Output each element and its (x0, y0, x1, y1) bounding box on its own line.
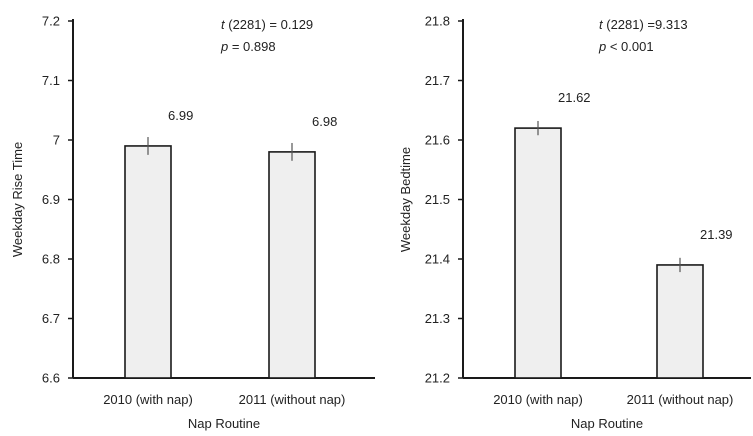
bed-y-tick-label: 21.6 (425, 133, 450, 148)
bed-category-label-2: 2011 (without nap) (627, 392, 734, 407)
rise-data-label-2: 6.98 (312, 114, 337, 129)
rise-p-value: p = 0.898 (220, 39, 276, 54)
rise-bar-1 (124, 145, 172, 379)
bed-y-tick-label: 21.8 (425, 14, 450, 29)
rise-y-tick-label: 6.9 (42, 192, 60, 207)
rise-category-label-2: 2011 (without nap) (239, 392, 346, 407)
rise-y-tick-label: 6.7 (42, 311, 60, 326)
rise-y-tick-label: 7.2 (42, 14, 60, 29)
rise-y-tick-label: 7.1 (42, 73, 60, 88)
bed-y-axis-title: Weekday Bedtime (398, 147, 413, 252)
bed-data-label-2: 21.39 (700, 227, 733, 242)
rise-bar-2 (268, 151, 316, 379)
rise-y-axis-title: Weekday Rise Time (10, 142, 25, 257)
rise-y-tick-label: 6.8 (42, 252, 60, 267)
bed-y-tick-label: 21.7 (425, 73, 450, 88)
rise-data-label-1: 6.99 (168, 108, 193, 123)
rise-y-tick-label: 6.6 (42, 371, 60, 386)
bed-category-label-1: 2010 (with nap) (493, 392, 583, 407)
bed-bar-2 (656, 264, 704, 379)
bed-bar-1 (514, 127, 562, 379)
bedtime-panel: 21.2 21.3 21.4 21.5 21.6 21.7 21.8 21.62 2010 (w… (398, 14, 751, 431)
rise-category-label-1: 2010 (with nap) (103, 392, 193, 407)
bed-y-tick-label: 21.3 (425, 311, 450, 326)
bed-p-value: p < 0.001 (598, 39, 654, 54)
bed-t-statistic: t (2281) =9.313 (599, 17, 688, 32)
rise-y-tick-label: 7 (53, 133, 60, 148)
bed-data-label-1: 21.62 (558, 90, 591, 105)
bed-x-axis-title: Nap Routine (571, 416, 643, 431)
rise-t-statistic: t (2281) = 0.129 (221, 17, 313, 32)
bed-y-tick-label: 21.4 (425, 252, 450, 267)
bed-y-tick-label: 21.5 (425, 192, 450, 207)
rise-time-panel: 6.6 6.7 6.8 6.9 7 7.1 7.2 6.99 2010 (with nap) 6.… (10, 14, 375, 431)
bed-y-tick-label: 21.2 (425, 371, 450, 386)
rise-x-axis-title: Nap Routine (188, 416, 260, 431)
